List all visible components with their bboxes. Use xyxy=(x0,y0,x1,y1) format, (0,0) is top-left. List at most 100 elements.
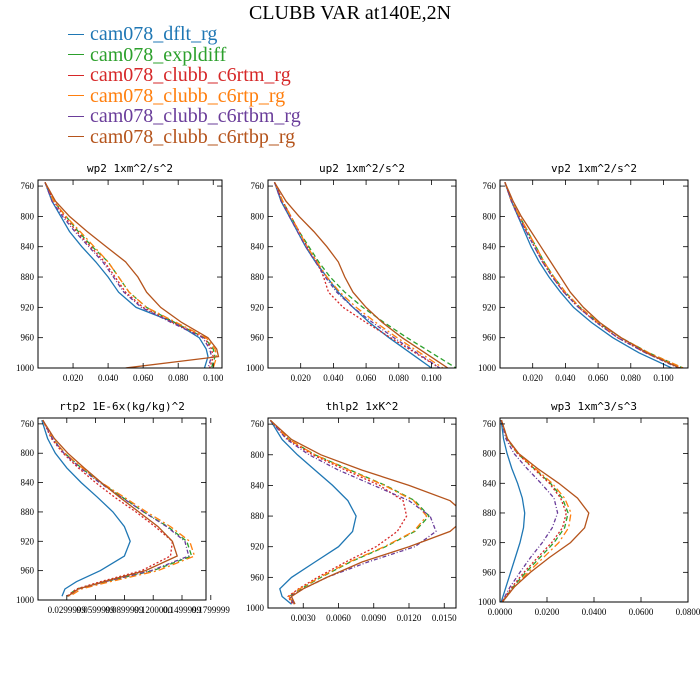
y-tick-label: 960 xyxy=(21,566,35,576)
series-line xyxy=(273,182,444,368)
series-line xyxy=(41,420,131,597)
y-tick-label: 880 xyxy=(251,511,265,521)
y-tick-label: 760 xyxy=(251,419,265,429)
plot-frame xyxy=(37,417,207,601)
y-tick-label: 1000 xyxy=(478,597,497,607)
x-tick-label: 0.0899999 xyxy=(105,605,144,615)
y-tick-label: 880 xyxy=(21,272,35,282)
y-tick-label: 880 xyxy=(483,508,497,518)
figure-title: CLUBB VAR at140E,2N xyxy=(248,2,452,24)
x-tick-label: 0.0120 xyxy=(397,613,422,623)
series-line xyxy=(269,419,430,605)
legend-item: cam078_clubb_c6rtbm_rg xyxy=(68,106,301,127)
series-line xyxy=(504,182,684,368)
series-line xyxy=(42,419,196,597)
legend-label: cam078_dflt_rg xyxy=(90,23,218,46)
chart-panel: up2 1xm^2/s^2 760 800 840 880 920 960 1000 0.020… xyxy=(246,162,457,383)
y-tick-label: 920 xyxy=(483,302,497,312)
legend-item: cam078_expldiff xyxy=(68,45,301,66)
x-tick-label: 0.0800 xyxy=(676,607,700,617)
y-tick-label: 840 xyxy=(21,242,35,252)
x-tick-label: 0.040 xyxy=(555,373,576,383)
y-tick-label: 960 xyxy=(483,567,497,577)
series-line xyxy=(273,182,456,368)
x-tick-label: 0.0030 xyxy=(291,613,316,623)
legend: cam078_dflt_rg cam078_expldiff cam078_cl… xyxy=(68,24,301,147)
y-tick-label: 960 xyxy=(251,572,265,582)
x-tick-label: 0.020 xyxy=(291,373,312,383)
y-tick-label: 800 xyxy=(21,211,35,221)
series-line xyxy=(504,182,684,368)
legend-item: cam078_clubb_c6rtbp_rg xyxy=(68,127,301,148)
x-tick-label: 0.0400 xyxy=(582,607,607,617)
y-tick-label: 920 xyxy=(21,536,35,546)
x-tick-label: 0.100 xyxy=(421,373,442,383)
legend-item: cam078_clubb_c6rtp_rg xyxy=(68,86,301,107)
series-line xyxy=(44,182,209,368)
x-tick-label: 0.0090 xyxy=(361,613,386,623)
y-tick-label: 840 xyxy=(251,242,265,252)
y-tick-label: 880 xyxy=(483,272,497,282)
series-line xyxy=(44,182,213,368)
y-tick-label: 1000 xyxy=(478,363,497,373)
series-line xyxy=(44,182,216,368)
x-tick-label: 0.100 xyxy=(653,373,674,383)
x-tick-label: 0.020 xyxy=(63,373,84,383)
chart-panel: rtp2 1E-6x(kg/kg)^2 760 800 840 880 920 960 100… xyxy=(16,400,230,615)
x-tick-label: 0.060 xyxy=(588,373,609,383)
x-tick-label: 0.0600 xyxy=(629,607,654,617)
series-line xyxy=(504,182,681,368)
y-tick-label: 1000 xyxy=(16,363,35,373)
chart-panel: wp2 1xm^2/s^2 760 800 840 880 920 960 1000 0.020… xyxy=(16,162,224,383)
panel-title: rtp2 1E-6x(kg/kg)^2 xyxy=(59,400,185,413)
legend-swatch xyxy=(68,115,84,117)
y-tick-label: 760 xyxy=(483,419,497,429)
legend-item: cam078_clubb_c6rtm_rg xyxy=(68,65,301,86)
y-tick-label: 800 xyxy=(483,211,497,221)
plot-frame xyxy=(267,179,457,369)
panel-title: vp2 1xm^2/s^2 xyxy=(551,162,637,175)
y-tick-label: 760 xyxy=(251,181,265,191)
y-tick-label: 960 xyxy=(251,333,265,343)
series-line xyxy=(504,182,679,368)
series-line xyxy=(42,419,178,597)
chart-panel: vp2 1xm^2/s^2 760 800 840 880 920 960 1000 0.020… xyxy=(478,162,689,383)
legend-label: cam078_clubb_c6rtbp_rg xyxy=(90,125,296,148)
series-line xyxy=(44,182,218,368)
x-tick-label: 0.060 xyxy=(356,373,377,383)
series-line xyxy=(500,420,569,602)
series-line xyxy=(42,419,174,597)
series-line xyxy=(269,419,357,605)
panel-title: up2 1xm^2/s^2 xyxy=(319,162,405,175)
series-line xyxy=(42,419,190,597)
legend-swatch xyxy=(68,95,84,97)
x-tick-label: 0.1799999 xyxy=(192,605,231,615)
y-tick-label: 800 xyxy=(483,449,497,459)
x-tick-label: 0.080 xyxy=(621,373,642,383)
legend-swatch xyxy=(68,33,84,35)
legend-swatch xyxy=(68,54,84,56)
y-tick-label: 880 xyxy=(251,272,265,282)
x-tick-label: 0.0200 xyxy=(535,607,560,617)
series-line xyxy=(269,419,437,605)
y-tick-label: 1000 xyxy=(16,595,35,605)
x-tick-label: 0.080 xyxy=(168,373,189,383)
x-tick-label: 0.020 xyxy=(523,373,544,383)
y-tick-label: 880 xyxy=(21,507,35,517)
x-tick-label: 0.0599999 xyxy=(76,605,115,615)
series-line xyxy=(500,420,526,602)
y-tick-label: 920 xyxy=(251,302,265,312)
series-line xyxy=(500,420,567,602)
legend-label: cam078_expldiff xyxy=(90,43,227,66)
y-tick-label: 800 xyxy=(21,448,35,458)
series-line xyxy=(504,182,681,368)
series-line xyxy=(273,182,432,368)
series-line xyxy=(44,182,214,368)
legend-swatch xyxy=(68,74,84,76)
y-tick-label: 840 xyxy=(21,478,35,488)
series-line xyxy=(504,182,672,368)
y-tick-label: 920 xyxy=(483,538,497,548)
series-line xyxy=(273,182,441,368)
y-tick-label: 760 xyxy=(21,419,35,429)
